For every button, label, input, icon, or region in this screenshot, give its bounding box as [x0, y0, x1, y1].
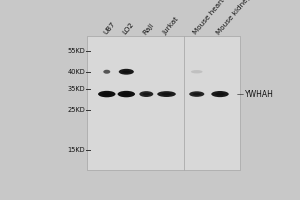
FancyBboxPatch shape — [88, 36, 240, 170]
Text: Jurkat: Jurkat — [162, 16, 180, 36]
Ellipse shape — [211, 91, 229, 97]
Ellipse shape — [142, 93, 150, 95]
Text: YWHAH: YWHAH — [245, 90, 274, 99]
Ellipse shape — [139, 91, 153, 97]
Ellipse shape — [215, 93, 225, 95]
Ellipse shape — [102, 93, 112, 96]
Ellipse shape — [189, 91, 204, 97]
Text: 35KD: 35KD — [68, 86, 85, 92]
Text: LO2: LO2 — [122, 21, 135, 36]
Ellipse shape — [122, 93, 131, 96]
Ellipse shape — [98, 91, 116, 97]
Text: Mouse kidney: Mouse kidney — [215, 0, 252, 36]
Text: —: — — [236, 91, 243, 97]
Ellipse shape — [157, 91, 176, 97]
Ellipse shape — [118, 91, 135, 97]
Ellipse shape — [193, 93, 201, 95]
Text: 40KD: 40KD — [68, 69, 85, 75]
Ellipse shape — [103, 70, 110, 74]
Text: Raji: Raji — [142, 22, 155, 36]
Ellipse shape — [122, 70, 130, 73]
Ellipse shape — [191, 70, 202, 73]
Text: 15KD: 15KD — [68, 147, 85, 153]
Text: 25KD: 25KD — [68, 107, 85, 113]
Text: 55KD: 55KD — [68, 48, 85, 54]
Ellipse shape — [161, 93, 172, 95]
Ellipse shape — [119, 69, 134, 75]
Text: U87: U87 — [102, 21, 116, 36]
Text: Mouse heart: Mouse heart — [192, 0, 226, 36]
